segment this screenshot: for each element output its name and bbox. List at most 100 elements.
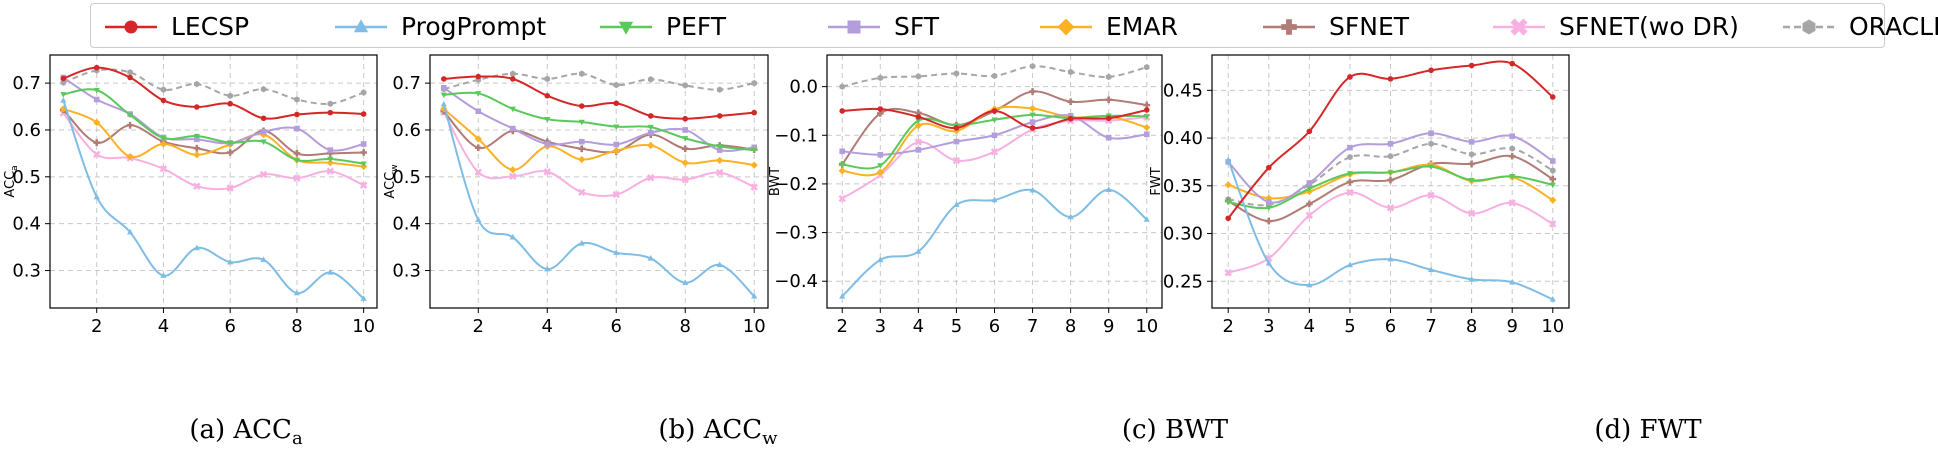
legend-label: SFT bbox=[894, 12, 940, 41]
data-point-oracle-5 bbox=[1347, 153, 1353, 161]
data-point-progprompt-2 bbox=[475, 216, 482, 223]
data-point-sfnet-3 bbox=[1265, 217, 1273, 225]
data-point-sft-10 bbox=[751, 144, 758, 151]
y-axis-label: ACCw bbox=[383, 164, 400, 198]
data-point-peft-2 bbox=[475, 91, 482, 97]
data-point-progprompt-6 bbox=[1387, 255, 1394, 262]
data-point-lecsp-8 bbox=[1067, 115, 1074, 122]
series-progprompt bbox=[440, 100, 758, 299]
data-point-emar-4 bbox=[159, 140, 168, 148]
legend-swatch-progprompt bbox=[335, 18, 387, 32]
data-point-sfnet-10 bbox=[360, 149, 368, 156]
data-point-sft-7 bbox=[647, 129, 654, 136]
data-point-oracle-9 bbox=[327, 100, 334, 107]
data-point-lecsp-7 bbox=[260, 115, 267, 122]
data-point-sfnet-wo-dr-2 bbox=[93, 150, 101, 159]
data-point-lecsp-8 bbox=[682, 115, 689, 122]
legend-item-peft: PEFT bbox=[598, 4, 726, 49]
legend: LECSP ProgPrompt PEFT SFT EMAR SFNET SFNET(wo … bbox=[90, 3, 1938, 49]
data-point-peft-9 bbox=[1509, 174, 1516, 180]
series-sft bbox=[440, 84, 758, 153]
data-point-oracle-10 bbox=[1143, 63, 1150, 71]
data-point-oracle-4 bbox=[544, 75, 551, 83]
data-point-progprompt-5 bbox=[578, 239, 585, 246]
data-point-lecsp-5 bbox=[1347, 74, 1353, 80]
data-point-oracle-6 bbox=[227, 92, 233, 99]
x-tick-label: 8 bbox=[1065, 316, 1076, 337]
data-point-sfnet-wo-dr-10 bbox=[750, 183, 758, 191]
data-point-sfnet-wo-dr-7 bbox=[647, 174, 655, 182]
data-point-progprompt-5 bbox=[1346, 261, 1354, 268]
data-point-emar-2 bbox=[474, 135, 482, 143]
series-line-progprompt bbox=[62, 100, 365, 300]
y-axis-label: BWT bbox=[768, 167, 783, 196]
data-point-sfnet-wo-dr-6 bbox=[612, 190, 620, 199]
data-point-lecsp-7 bbox=[1428, 67, 1434, 74]
x-tick-label: 2 bbox=[473, 316, 484, 337]
data-point-sft-7 bbox=[1428, 130, 1434, 137]
data-point-sft-3 bbox=[509, 125, 516, 132]
data-point-progprompt-3 bbox=[509, 233, 516, 240]
data-point-emar-5 bbox=[193, 151, 201, 159]
data-point-peft-7 bbox=[260, 139, 267, 146]
data-point-peft-6 bbox=[1387, 170, 1394, 176]
series-peft bbox=[839, 112, 1150, 170]
data-point-peft-4 bbox=[160, 135, 167, 142]
data-point-peft-5 bbox=[193, 133, 200, 140]
data-point-sft-2 bbox=[839, 148, 846, 155]
series-line-lecsp bbox=[63, 66, 364, 120]
data-point-progprompt-8 bbox=[1468, 275, 1475, 282]
data-point-lecsp-6 bbox=[991, 108, 998, 114]
subplot-a-acc-a: 2 4 6 8 10 0.3 0.4 0.5 0.6 0.7 ACCa bbox=[3, 54, 378, 337]
data-point-peft-10 bbox=[751, 147, 758, 154]
data-point-emar-2 bbox=[838, 167, 846, 175]
data-point-lecsp-4 bbox=[160, 97, 167, 104]
data-point-oracle-5 bbox=[953, 70, 960, 77]
data-point-sfnet-wo-dr-9 bbox=[1508, 199, 1516, 207]
legend-marker-progprompt bbox=[353, 18, 369, 32]
legend-item-oracle: ORACLE bbox=[1781, 4, 1938, 49]
x-tick-label: 4 bbox=[913, 316, 924, 337]
data-point-lecsp-3 bbox=[877, 106, 884, 112]
legend-item-lecsp: LECSP bbox=[103, 4, 249, 49]
x-tick-label: 4 bbox=[542, 316, 553, 337]
data-point-emar-10 bbox=[1549, 196, 1557, 204]
data-point-progprompt-5 bbox=[193, 244, 200, 251]
y-tick-label: 0.7 bbox=[12, 73, 41, 94]
data-point-progprompt-3 bbox=[877, 256, 884, 263]
data-point-lecsp-4 bbox=[915, 113, 922, 120]
series-line-sft bbox=[443, 86, 755, 152]
data-point-lecsp-5 bbox=[953, 125, 960, 131]
series-sfnet-wo-dr bbox=[1224, 188, 1557, 277]
data-point-progprompt-7 bbox=[647, 254, 654, 261]
legend-label: SFNET bbox=[1329, 12, 1410, 41]
data-point-sft-9 bbox=[327, 147, 334, 153]
data-point-oracle-3 bbox=[877, 74, 884, 82]
data-point-sfnet-8 bbox=[1067, 98, 1074, 106]
data-point-peft-6 bbox=[613, 124, 620, 131]
data-point-peft-8 bbox=[293, 157, 300, 164]
data-point-sfnet-wo-dr-5 bbox=[193, 182, 201, 190]
data-point-sfnet-8 bbox=[293, 150, 301, 157]
data-point-lecsp-5 bbox=[194, 104, 200, 110]
data-point-lecsp-10 bbox=[1143, 107, 1150, 113]
data-point-progprompt-10 bbox=[1143, 216, 1150, 222]
x-tick-label: 8 bbox=[1466, 316, 1477, 337]
data-point-sft-6 bbox=[1387, 140, 1394, 147]
data-point-sfnet-wo-dr-2 bbox=[474, 168, 482, 176]
data-point-sft-2 bbox=[475, 108, 482, 115]
caption-c: (c) BWT bbox=[1121, 415, 1229, 445]
data-point-progprompt-9 bbox=[716, 261, 723, 268]
series-peft bbox=[1225, 164, 1556, 212]
y-tick-label: 0.6 bbox=[12, 120, 41, 141]
y-tick-label: 0.6 bbox=[392, 120, 421, 141]
x-tick-label: 5 bbox=[1344, 316, 1355, 337]
series-oracle bbox=[60, 67, 367, 107]
data-point-oracle-8 bbox=[682, 82, 689, 89]
data-point-oracle-1 bbox=[60, 79, 67, 86]
data-point-sfnet-wo-dr-4 bbox=[1305, 211, 1314, 220]
series-line-sfnet-wo-dr bbox=[442, 111, 755, 197]
series-line-peft bbox=[63, 88, 364, 165]
data-point-lecsp-3 bbox=[127, 74, 133, 81]
y-tick-label: 0.35 bbox=[1163, 176, 1203, 197]
